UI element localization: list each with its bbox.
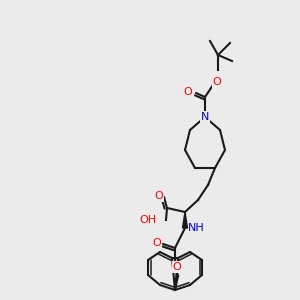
Text: O: O [213, 77, 221, 87]
Polygon shape [182, 212, 188, 228]
Text: O: O [153, 238, 161, 248]
Text: NH: NH [188, 223, 205, 233]
Text: OH: OH [140, 215, 157, 225]
Text: O: O [172, 262, 182, 272]
Text: N: N [201, 112, 209, 122]
Text: O: O [154, 191, 164, 201]
Text: O: O [184, 87, 192, 97]
